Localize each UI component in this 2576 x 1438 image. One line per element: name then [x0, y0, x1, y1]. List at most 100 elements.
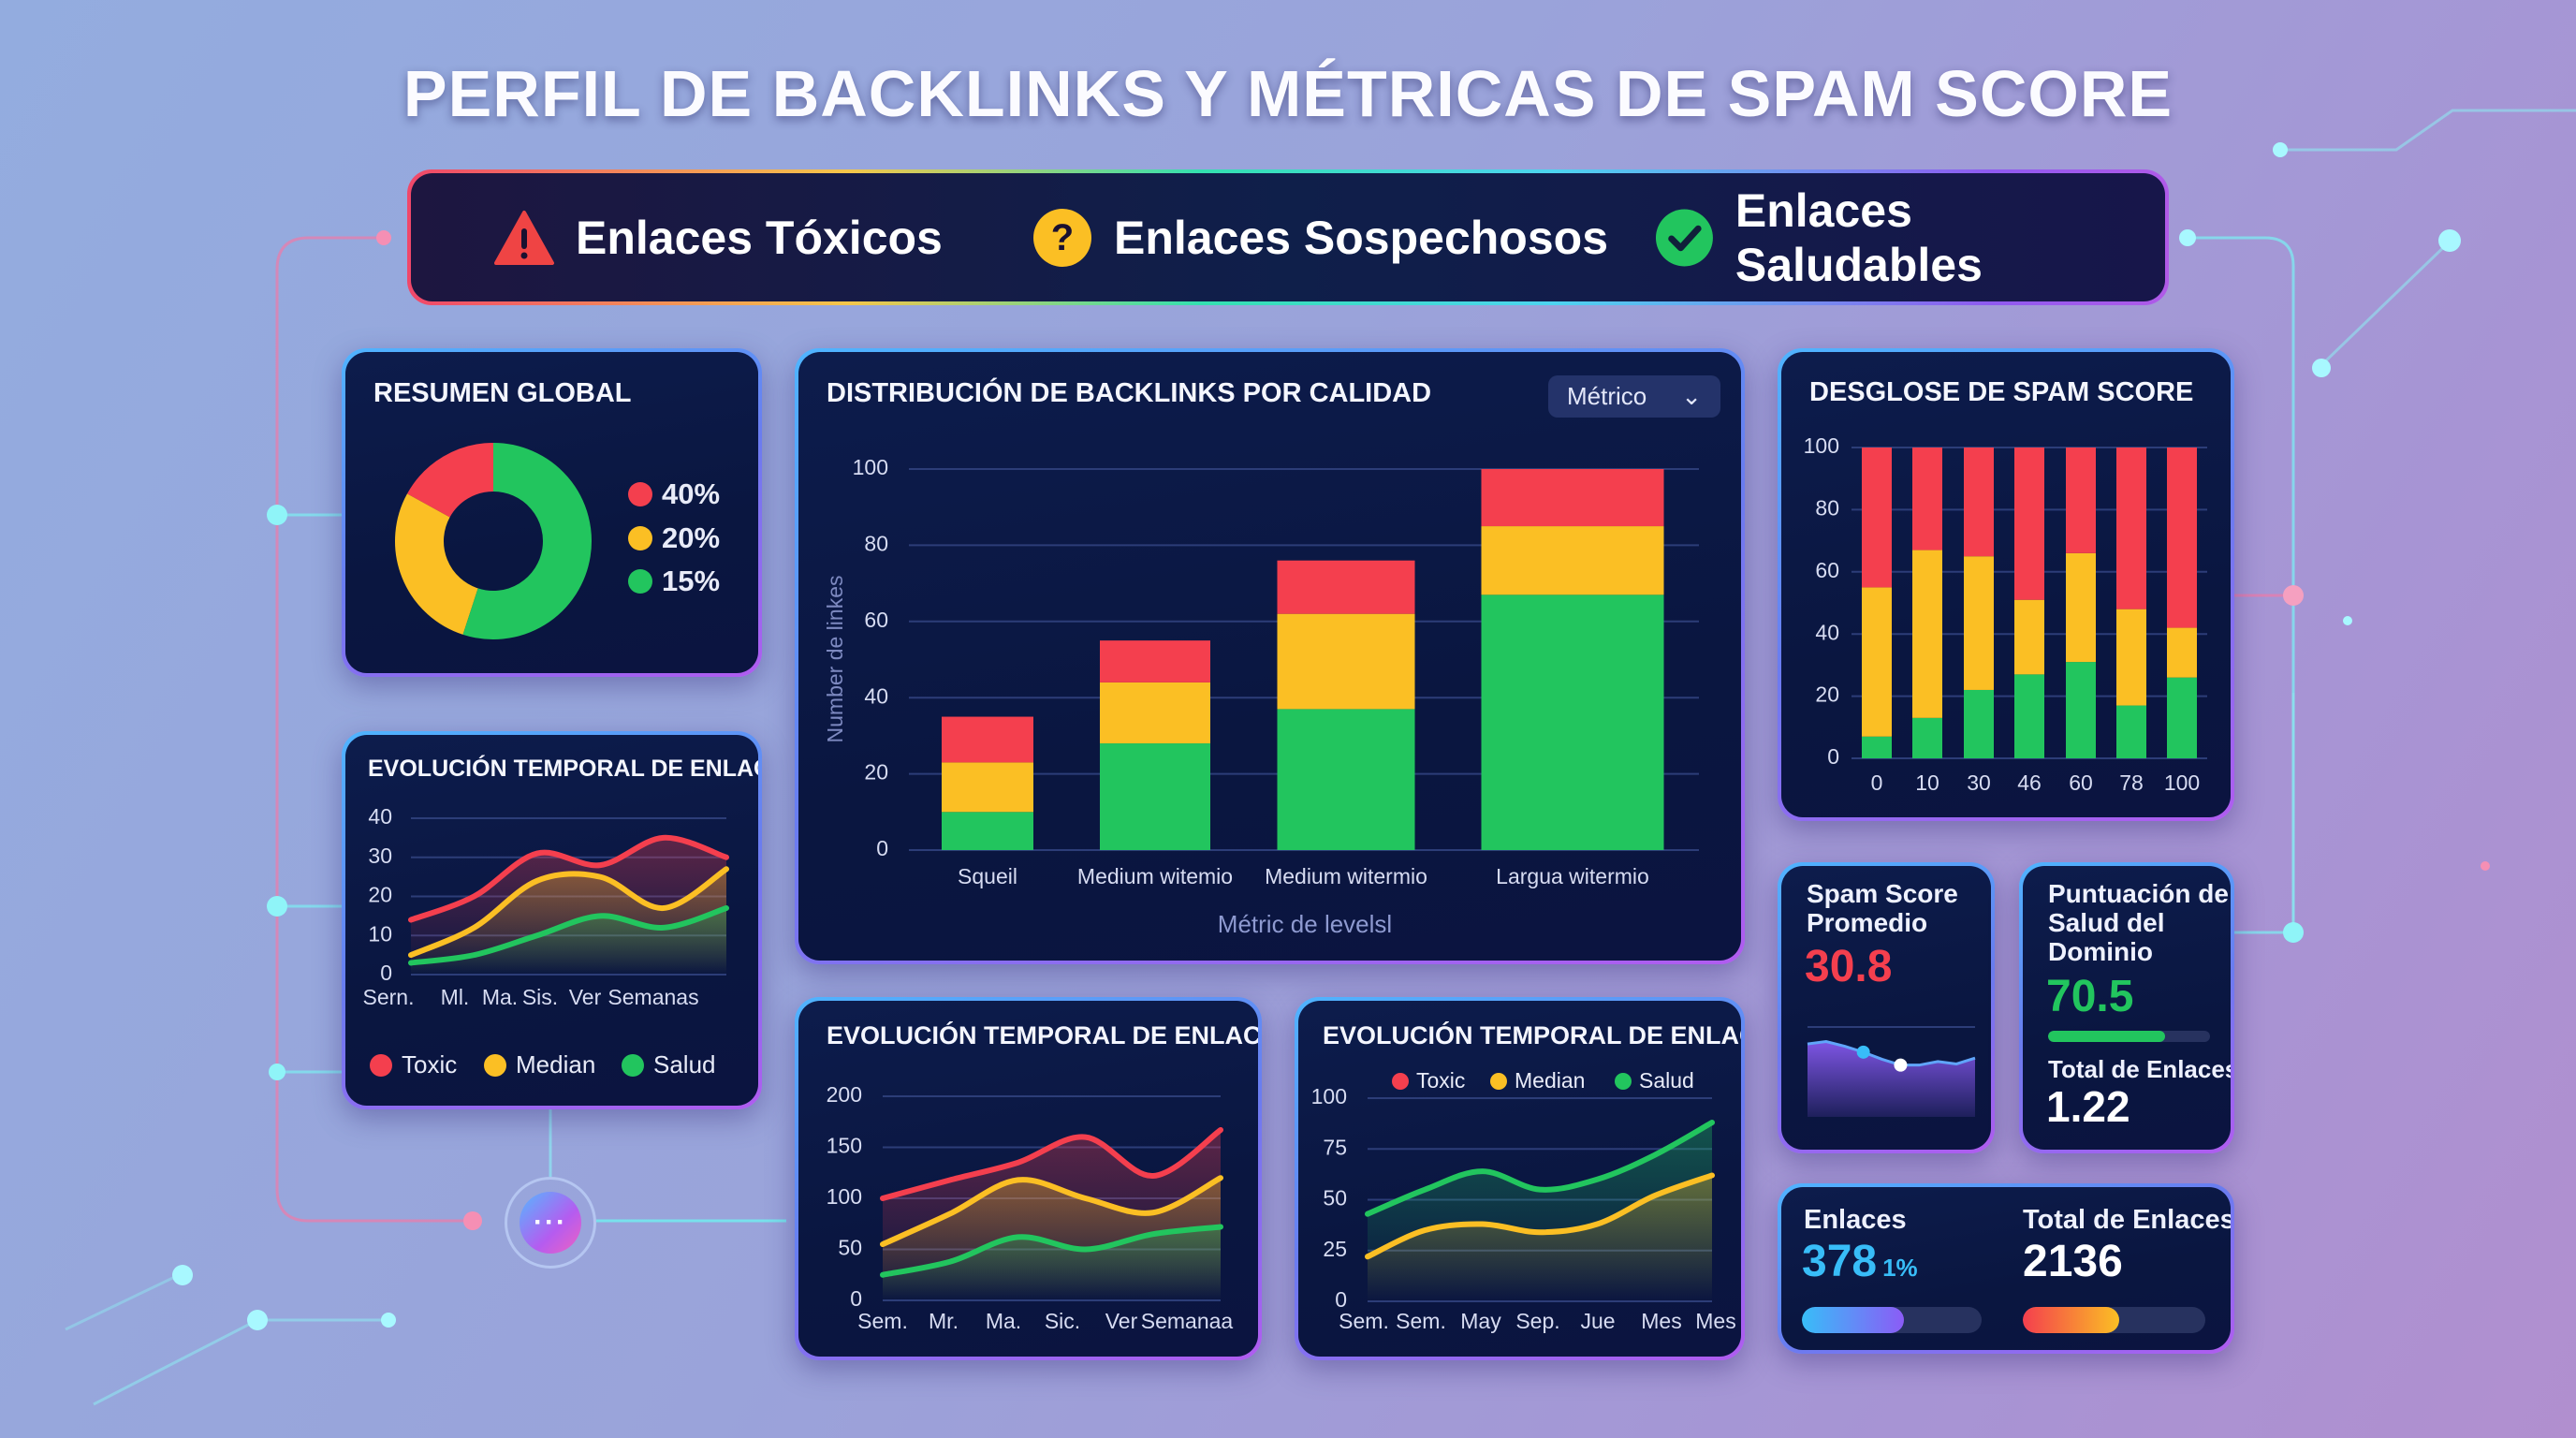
legend-dot [1615, 1072, 1632, 1090]
y-tick-label: 80 [864, 531, 888, 555]
sparkline-area [1808, 1041, 1975, 1117]
x-tick-label: 30 [1967, 770, 1991, 795]
y-tick-label: 40 [368, 804, 392, 829]
y-tick-label: 60 [1815, 558, 1839, 582]
series-line [408, 834, 729, 923]
x-tick-label: Mes [1641, 1309, 1681, 1333]
x-tick-label: 60 [2069, 770, 2093, 795]
x-tick-label: Sic. [1045, 1309, 1080, 1333]
progress-fill [2048, 1031, 2165, 1042]
y-tick-label: 10 [368, 921, 392, 946]
legend-dot [1490, 1072, 1507, 1090]
card-title: EVOLUCIÓN TEMPORAL DE ENLACES [368, 756, 758, 782]
legend-label: 20% [662, 521, 721, 554]
svg-text:?: ? [1051, 217, 1074, 258]
legend-item-toxic: Toxic [370, 1050, 457, 1079]
bar-segment [2014, 674, 2044, 758]
legend-item-median: 20% [628, 521, 720, 555]
y-tick-label: 200 [827, 1082, 862, 1107]
bar-segment [1100, 640, 1210, 682]
legend-label: Median [1515, 1068, 1586, 1093]
warning-triangle-icon [494, 210, 554, 265]
bar-segment [942, 812, 1033, 850]
y-tick-label: 100 [1311, 1084, 1347, 1108]
x-tick-label: Sep. [1515, 1309, 1559, 1333]
banner-item-toxic[interactable]: Enlaces Tóxicos [493, 210, 943, 266]
series-line [880, 1126, 1223, 1201]
banner-item-suspicious[interactable]: ? Enlaces Sospechosos [1032, 207, 1608, 269]
bar-segment [2116, 705, 2146, 758]
metric-dropdown[interactable]: Métrico ⌄ [1548, 375, 1720, 418]
chat-button[interactable]: ··· [505, 1177, 596, 1269]
bar-segment [1964, 689, 1994, 758]
legend-label: Salud [653, 1050, 716, 1078]
legend-item-median: Median [1490, 1068, 1585, 1093]
distribution-card: 0 20 40 60 80 100 Squeil Medium witemio Medium w… [795, 348, 1745, 964]
x-tick-label: 10 [1915, 770, 1939, 795]
series-line [880, 1224, 1223, 1278]
series-line [1365, 1120, 1715, 1217]
legend-label: Toxic [402, 1050, 458, 1078]
legend-label: 40% [662, 477, 721, 510]
banner-item-label: Enlaces Sospechosos [1114, 211, 1609, 264]
x-tick-label: 100 [2164, 770, 2200, 795]
y-tick-label: 60 [864, 608, 888, 632]
banner-item-healthy[interactable]: Enlaces Saludables [1654, 183, 2165, 292]
bar-segment [1481, 469, 1664, 527]
x-tick-label: Mr. [929, 1309, 959, 1333]
stat-label: Total de Enlaces [2023, 1205, 2231, 1235]
bar-segment [2167, 677, 2197, 758]
bar-segment [1481, 526, 1664, 595]
progress-fill [2023, 1307, 2120, 1333]
stacked-bar-chart-spam: 0 20 40 60 80 100 0 10 30 46 60 78 100 [1804, 433, 2207, 795]
y-tick-label: 25 [1323, 1237, 1347, 1261]
total-links-progress-bar [2023, 1307, 2205, 1333]
bar-segment [942, 762, 1033, 813]
check-circle-icon [1655, 209, 1713, 266]
stat-value: 70.5 [2046, 972, 2134, 1021]
line-chart-evolution: 0 10 20 30 40 Sern. Ml. Ma. Sis. Ver Semanas [363, 804, 729, 1009]
x-tick-label: Ver [1105, 1309, 1138, 1333]
legend-item-salud: Salud [1615, 1068, 1694, 1093]
series-area [411, 908, 726, 975]
bar-segment [1912, 717, 1942, 758]
bar-segment [2066, 552, 2096, 663]
bar-segment [1964, 556, 1994, 690]
y-tick-label: 150 [827, 1134, 862, 1158]
y-tick-label: 0 [850, 1286, 862, 1311]
spam-breakdown-card: 0 20 40 60 80 100 0 10 30 46 60 78 100 DESGLOSE DE S… [1778, 348, 2234, 821]
sparkline-point [1856, 1045, 1870, 1059]
x-tick-label: Sis. [522, 985, 558, 1009]
y-tick-label: 0 [1335, 1287, 1347, 1312]
donut-slice [406, 443, 495, 519]
card-title: EVOLUCIÓN TEMPORAL DE ENLACES [1323, 1021, 1741, 1049]
legend-item-salud: Salud [622, 1050, 716, 1079]
links-value: 378 1% [1802, 1236, 1918, 1287]
x-tick-label: Sem. [1396, 1309, 1446, 1333]
bar-segment [2066, 448, 2096, 553]
evolution-card-right: 0 25 50 75 100 Sem. Sem. May Sep. Jue Mes Mes EVOLU… [1295, 997, 1745, 1360]
legend-dot [628, 482, 652, 506]
x-tick-label: Ma. [482, 985, 518, 1009]
bar-segment [2167, 627, 2197, 678]
y-tick-label: 20 [1815, 682, 1839, 707]
card-title: RESUMEN GLOBAL [373, 378, 632, 408]
x-tick-label: Ml. [441, 985, 470, 1009]
legend-label: 15% [662, 565, 721, 597]
x-tick-label: Squeil [958, 864, 1017, 888]
banner-item-label: Enlaces Tóxicos [576, 211, 943, 264]
sparkline-point [1894, 1058, 1908, 1072]
y-tick-label: 40 [864, 683, 888, 708]
x-tick-label: Medium witemio [1077, 864, 1233, 888]
dropdown-value: Métrico [1567, 382, 1647, 410]
bar-segment [1277, 560, 1415, 614]
y-tick-label: 20 [864, 760, 888, 785]
stat-label: Puntuación de Salud del Dominio [2048, 879, 2229, 966]
legend-item-toxic: 40% [628, 477, 720, 511]
line-chart-evolution: 0 50 100 150 200 Sem. Mr. Ma. Sic. Ver Semanaa [827, 1082, 1234, 1333]
x-tick-label: 78 [2119, 770, 2144, 795]
x-tick-label: Ver [569, 985, 602, 1009]
legend-dot [628, 526, 652, 550]
x-tick-label: Sem. [857, 1309, 908, 1333]
